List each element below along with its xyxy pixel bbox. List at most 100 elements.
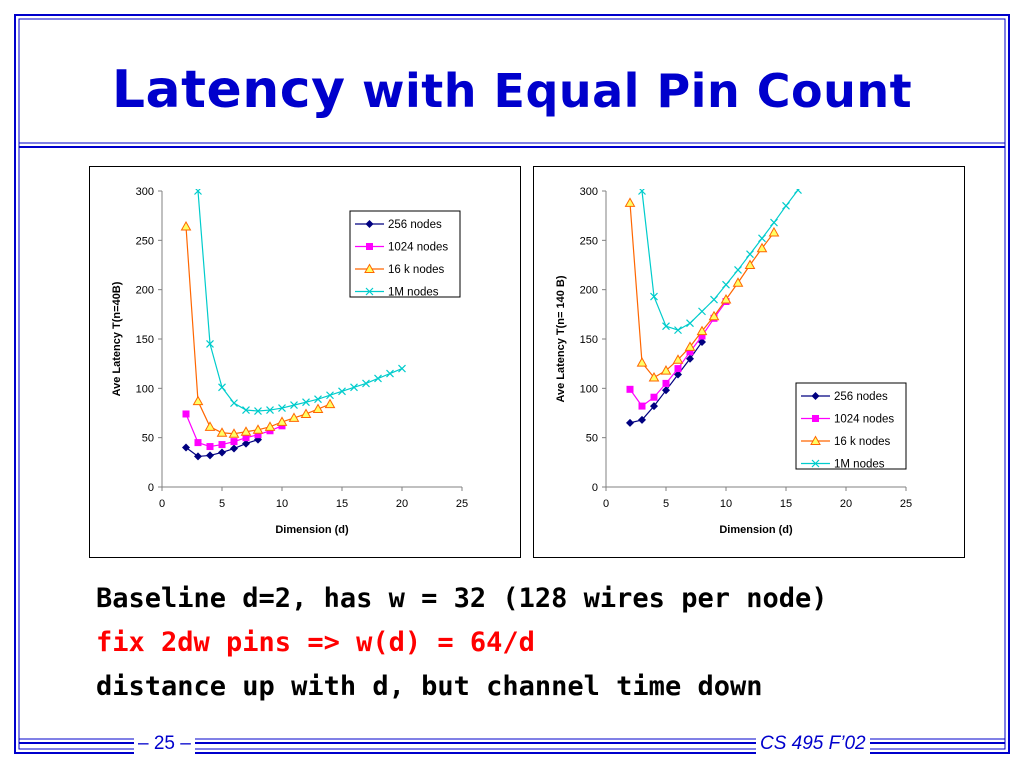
legend-label: 1024 nodes <box>388 242 448 254</box>
data-point <box>230 438 238 446</box>
series-256-nodes <box>626 337 706 427</box>
chart-legend: 256 nodes 1024 nodes 16 k nodes 1M nodes <box>795 382 907 471</box>
data-point <box>686 354 694 363</box>
data-point <box>206 340 214 348</box>
data-point <box>302 398 310 407</box>
data-point <box>192 395 204 406</box>
latency-chart-40b: 0 50 100 150 200 250 300 0 5 10 15 20 25 Dimension (d… <box>89 166 521 558</box>
y-tick-label: 250 <box>580 235 598 247</box>
data-point <box>638 415 646 424</box>
data-point <box>230 399 238 408</box>
legend-label: 256 nodes <box>834 391 888 403</box>
data-point <box>722 280 730 289</box>
y-tick-label: 50 <box>142 433 154 445</box>
data-point <box>242 434 250 442</box>
slide-title-rest: with Equal Pin Count <box>345 64 913 118</box>
data-point <box>242 439 250 448</box>
legend-label: 1024 nodes <box>834 414 894 426</box>
data-point <box>710 295 718 304</box>
y-tick-label: 200 <box>136 285 154 297</box>
series-1m-nodes <box>194 189 406 415</box>
x-axis-label: Dimension (d) <box>275 524 349 536</box>
legend-label: 1M nodes <box>834 459 885 471</box>
data-point <box>794 189 802 194</box>
data-point <box>324 398 336 409</box>
x-tick-label: 25 <box>456 498 468 510</box>
x-tick-label: 20 <box>396 498 408 510</box>
data-point <box>650 402 658 411</box>
chart-svg: 0 50 100 150 200 250 300 0 5 10 15 20 25 Dimension (d… <box>555 186 912 536</box>
data-point <box>254 407 262 415</box>
x-tick-label: 20 <box>840 498 852 510</box>
data-point <box>182 443 190 452</box>
series-16-k-nodes <box>624 197 780 382</box>
data-point <box>326 391 334 400</box>
page-number: – 25 – <box>134 733 195 755</box>
data-point <box>698 307 706 316</box>
data-point <box>266 406 274 414</box>
chart-svg: 0 50 100 150 200 250 300 0 5 10 15 20 25 Dimension (d… <box>111 186 468 536</box>
data-point <box>686 319 694 328</box>
pin-formula-text: fix 2dw pins => w(d) = 64/d <box>96 627 535 658</box>
data-point <box>338 387 346 396</box>
y-tick-label: 200 <box>580 285 598 297</box>
data-point <box>276 416 288 426</box>
y-tick-label: 100 <box>136 383 154 395</box>
y-tick-label: 150 <box>580 334 598 346</box>
y-tick-label: 0 <box>592 482 598 494</box>
slide-title: Latency with Equal Pin Count <box>0 60 1024 120</box>
series-line <box>185 226 331 435</box>
x-tick-label: 0 <box>159 498 165 510</box>
y-tick-label: 0 <box>148 482 154 494</box>
data-point <box>264 421 276 431</box>
data-point <box>662 386 670 395</box>
x-axis-label: Dimension (d) <box>719 524 793 536</box>
y-tick-label: 300 <box>136 186 154 198</box>
legend-swatch-marker <box>811 459 820 468</box>
data-point <box>216 427 228 437</box>
data-point <box>182 410 190 418</box>
data-point <box>206 443 214 451</box>
data-point <box>770 218 778 227</box>
latency-chart-140b: 0 50 100 150 200 250 300 0 5 10 15 20 25 Dimension (d… <box>533 166 965 558</box>
legend-label: 16 k nodes <box>834 436 891 448</box>
data-point <box>638 189 646 195</box>
x-tick-label: 5 <box>219 498 225 510</box>
course-label: CS 495 F’02 <box>756 733 870 755</box>
data-point <box>194 452 202 461</box>
data-point <box>638 402 646 410</box>
legend-label: 256 nodes <box>388 219 442 231</box>
data-point <box>218 441 226 449</box>
data-point <box>662 379 670 387</box>
data-point <box>290 401 298 410</box>
y-tick-label: 50 <box>586 433 598 445</box>
series-line <box>629 202 775 379</box>
data-point <box>696 325 708 336</box>
y-tick-label: 150 <box>136 334 154 346</box>
y-tick-label: 300 <box>580 186 598 198</box>
legend-swatch-marker <box>811 392 820 400</box>
data-point <box>386 369 394 378</box>
chart-legend: 256 nodes 1024 nodes 16 k nodes 1M nodes <box>349 210 461 299</box>
data-point <box>698 332 706 340</box>
data-point <box>278 404 286 412</box>
data-point <box>206 451 214 460</box>
data-point <box>218 448 226 457</box>
data-point <box>662 322 670 331</box>
y-tick-label: 250 <box>136 235 154 247</box>
data-point <box>758 234 766 243</box>
legend-swatch-marker <box>365 220 374 228</box>
data-point <box>660 365 672 375</box>
data-point <box>398 364 406 373</box>
data-point <box>650 292 658 301</box>
data-point <box>180 221 192 231</box>
data-point <box>624 197 636 207</box>
data-point <box>194 439 202 447</box>
x-tick-label: 25 <box>900 498 912 510</box>
data-point <box>362 379 370 388</box>
x-tick-label: 15 <box>336 498 348 510</box>
data-point <box>674 365 682 373</box>
x-tick-label: 5 <box>663 498 669 510</box>
data-point <box>636 357 648 367</box>
data-point <box>648 371 660 382</box>
